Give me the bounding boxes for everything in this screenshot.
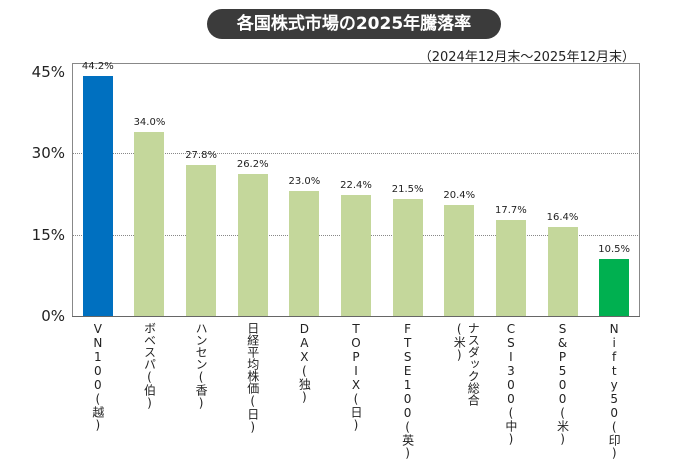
x-tick-label: ハンセン(香): [194, 322, 209, 410]
bar-8: [444, 205, 475, 316]
gridline: [72, 153, 640, 155]
data-label: 26.2%: [236, 158, 269, 170]
data-label: 22.4%: [340, 179, 372, 191]
x-tick-label: FTSE100(英): [400, 322, 415, 460]
x-tick-label: DAX(独): [297, 322, 312, 404]
bar-6: [341, 194, 371, 316]
data-label: 27.8%: [185, 150, 217, 162]
x-axis-line: [72, 316, 640, 317]
bar-11: [599, 259, 630, 316]
bar-4: [237, 173, 268, 316]
bar-7: [392, 199, 423, 316]
y-tick-label: 45%: [31, 63, 65, 81]
data-label: 10.5%: [598, 244, 631, 256]
bar-1: [82, 76, 113, 316]
y-tick-label: 15%: [31, 225, 65, 244]
data-label: 20.4%: [443, 190, 476, 202]
x-tick-label: TOPIX(日): [349, 322, 363, 432]
plot-area: [72, 63, 640, 316]
x-tick-label: S&P500(米): [555, 322, 570, 446]
x-tick-label: Nifty50(印): [607, 322, 622, 460]
x-tick-label: ナスダック総合(米): [452, 322, 481, 406]
bar-3: [186, 165, 217, 316]
data-label: 34.0%: [133, 116, 166, 128]
x-tick-label: 日経平均株価(日): [245, 322, 260, 434]
x-tick-label: ボベスパ(伯): [142, 322, 157, 410]
data-label: 17.7%: [495, 205, 527, 217]
data-label: 21.5%: [391, 184, 424, 196]
bar-2: [134, 131, 165, 316]
bar-9: [495, 220, 526, 316]
x-tick-label: VN100(越): [90, 322, 105, 432]
chart-subtitle: （2024年12月末～2025年12月末）: [418, 50, 635, 65]
x-tick-label: CSI300(中): [503, 322, 518, 446]
bar-10: [547, 227, 578, 316]
y-tick-label: 30%: [31, 144, 65, 163]
chart-title: 各国株式市場の2025年騰落率: [207, 9, 501, 39]
data-label: 16.4%: [546, 212, 579, 224]
data-label: 44.2%: [81, 61, 114, 73]
bar-5: [289, 191, 320, 316]
data-label: 23.0%: [288, 176, 321, 188]
y-tick-label: 0%: [41, 307, 65, 325]
